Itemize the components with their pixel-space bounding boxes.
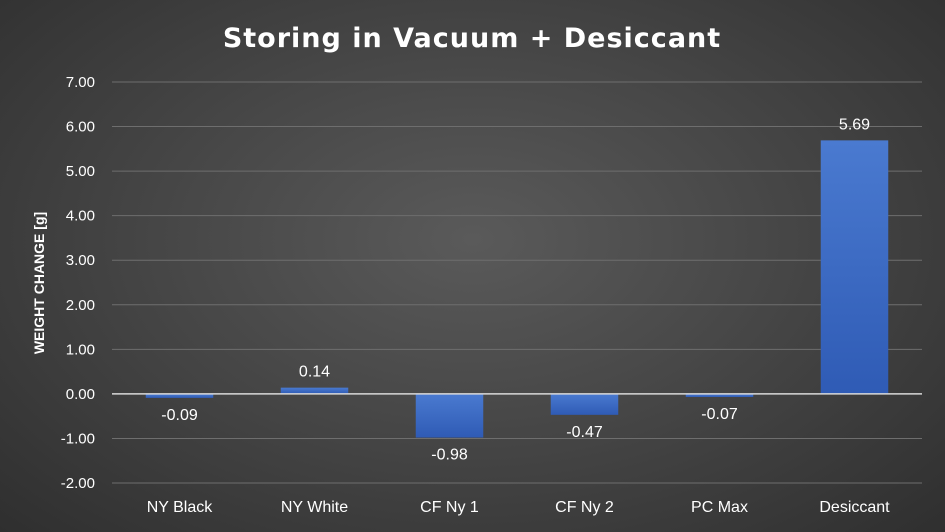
y-tick-label: 1.00 xyxy=(66,341,95,358)
y-tick-label: 3.00 xyxy=(66,252,95,269)
y-tick-label: 0.00 xyxy=(66,386,95,403)
x-tick-label: NY White xyxy=(281,499,348,516)
bar-ny-black xyxy=(145,393,214,398)
bar-cf-ny-2 xyxy=(550,393,619,415)
data-label: -0.47 xyxy=(566,424,603,441)
x-tick-label: Desiccant xyxy=(819,499,890,516)
y-tick-label: -1.00 xyxy=(61,430,95,447)
data-label: -0.07 xyxy=(701,406,738,423)
bar-desiccant xyxy=(820,140,889,394)
bar-ny-white xyxy=(280,387,349,394)
y-tick-label: -2.00 xyxy=(61,475,95,492)
y-tick-label: 5.00 xyxy=(66,163,95,180)
y-tick-label: 6.00 xyxy=(66,119,95,136)
gridlines xyxy=(112,81,922,484)
bar-cf-ny-1 xyxy=(415,393,484,438)
x-tick-label: PC Max xyxy=(691,499,748,516)
chart-title: Storing in Vacuum + Desiccant xyxy=(223,23,721,54)
labels: -2.00 -1.00 0.00 1.00 2.00 3.00 4.00 5.00 6.00 7.… xyxy=(61,74,890,516)
y-tick-label: 4.00 xyxy=(66,208,95,225)
x-tick-label: NY Black xyxy=(147,499,214,516)
data-label: 5.69 xyxy=(839,116,870,133)
x-tick-label: CF Ny 1 xyxy=(420,499,479,516)
y-tick-label: 7.00 xyxy=(66,74,95,91)
data-label: -0.09 xyxy=(161,407,198,424)
x-tick-label: CF Ny 2 xyxy=(555,499,614,516)
data-label: -0.98 xyxy=(431,447,468,464)
y-tick-label: 2.00 xyxy=(66,297,95,314)
data-label: 0.14 xyxy=(299,364,330,381)
bar-pc-max xyxy=(685,393,754,398)
bars xyxy=(145,140,889,438)
y-axis-label: WEIGHT CHANGE [g] xyxy=(31,212,47,354)
